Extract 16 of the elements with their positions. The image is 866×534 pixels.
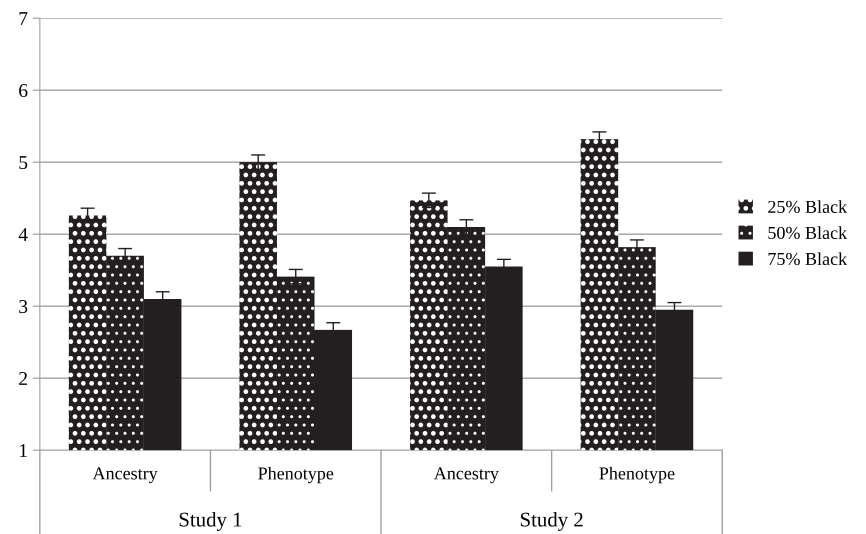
y-tick-label: 6: [19, 84, 28, 98]
x-tick-label: Ancestry: [92, 467, 158, 484]
text: Study 2: [520, 512, 583, 531]
y-tick-label: 7: [20, 12, 28, 25]
y-tick-label: 3: [19, 300, 28, 314]
text: Study 1: [180, 512, 242, 531]
y-tick-label: 5: [19, 156, 28, 170]
legend-label: 25% Black: [768, 200, 848, 214]
y-tick-label: 2: [19, 372, 27, 385]
y-tick-label: 1: [20, 444, 27, 457]
x-tick-label: Ancestry: [434, 467, 499, 484]
x-tick-label: Phenotype: [258, 466, 334, 484]
legend-label: 50% Black: [768, 226, 848, 240]
x-tick-label: Phenotype: [599, 466, 674, 484]
y-tick-label: 4: [18, 228, 28, 241]
legend-label: 75% Black: [768, 252, 848, 266]
